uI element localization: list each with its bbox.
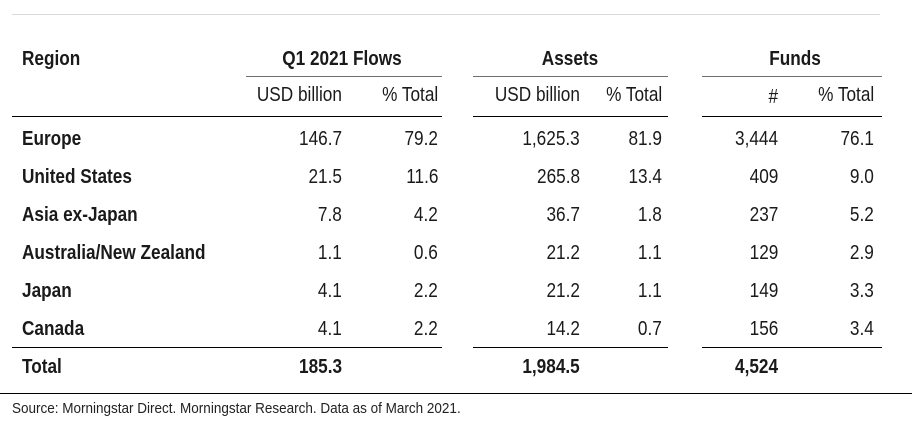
row-flows-pct: 79.2 bbox=[404, 128, 438, 150]
total-top-rule-funds bbox=[702, 347, 882, 348]
row-region: Asia ex-Japan bbox=[22, 204, 138, 226]
header-funds-group: Funds bbox=[769, 48, 821, 70]
row-flows-pct: 2.2 bbox=[414, 280, 438, 302]
total-label: Total bbox=[22, 356, 62, 378]
table-bottom-rule bbox=[0, 393, 912, 394]
row-flows: 4.1 bbox=[318, 280, 342, 302]
row-region: Canada bbox=[22, 318, 85, 340]
assets-group-rule bbox=[473, 76, 668, 77]
row-funds-pct: 5.2 bbox=[850, 204, 874, 226]
row-funds: 3,444 bbox=[734, 128, 778, 150]
header-funds-count: # bbox=[768, 86, 778, 108]
row-assets-pct: 1.1 bbox=[638, 242, 662, 264]
row-assets: 1,625.3 bbox=[522, 128, 580, 150]
row-region: Australia/New Zealand bbox=[22, 242, 206, 264]
row-funds-pct: 9.0 bbox=[850, 166, 874, 188]
row-flows-pct: 2.2 bbox=[414, 318, 438, 340]
total-top-rule-assets bbox=[473, 347, 668, 348]
header-region: Region bbox=[22, 48, 81, 70]
header-bottom-rule-assets bbox=[473, 116, 668, 117]
header-assets-pct: % Total bbox=[605, 84, 662, 106]
total-flows: 185.3 bbox=[298, 356, 342, 378]
row-assets: 265.8 bbox=[536, 166, 580, 188]
header-funds-pct: % Total bbox=[817, 84, 874, 106]
row-flows-pct: 4.2 bbox=[414, 204, 438, 226]
row-assets-pct: 1.8 bbox=[638, 204, 662, 226]
header-flows-usd: USD billion bbox=[256, 84, 342, 106]
row-assets-pct: 1.1 bbox=[638, 280, 662, 302]
row-flows: 7.8 bbox=[318, 204, 342, 226]
row-assets-pct: 13.4 bbox=[628, 166, 662, 188]
row-flows: 21.5 bbox=[308, 166, 342, 188]
row-assets-pct: 81.9 bbox=[628, 128, 662, 150]
row-funds-pct: 3.3 bbox=[850, 280, 874, 302]
funds-group-rule bbox=[702, 76, 882, 77]
row-flows: 1.1 bbox=[318, 242, 342, 264]
table-top-rule bbox=[12, 14, 880, 15]
row-funds: 129 bbox=[749, 242, 778, 264]
row-assets-pct: 0.7 bbox=[638, 318, 662, 340]
row-region: Europe bbox=[22, 128, 82, 150]
row-funds-pct: 76.1 bbox=[840, 128, 874, 150]
header-assets-group: Assets bbox=[541, 48, 599, 70]
header-assets-usd: USD billion bbox=[494, 84, 580, 106]
row-flows: 4.1 bbox=[318, 318, 342, 340]
total-top-rule-left bbox=[12, 347, 442, 348]
row-flows-pct: 11.6 bbox=[405, 166, 438, 188]
row-funds: 156 bbox=[749, 318, 778, 340]
total-funds: 4,524 bbox=[734, 356, 778, 378]
row-assets: 14.2 bbox=[546, 318, 580, 340]
total-assets: 1,984.5 bbox=[522, 356, 580, 378]
header-bottom-rule-funds bbox=[702, 116, 882, 117]
source-note: Source: Morningstar Direct. Morningstar … bbox=[12, 400, 461, 417]
row-flows-pct: 0.6 bbox=[414, 242, 438, 264]
header-bottom-rule-left bbox=[12, 116, 442, 117]
row-region: United States bbox=[22, 166, 132, 188]
row-funds-pct: 2.9 bbox=[850, 242, 874, 264]
row-funds-pct: 3.4 bbox=[850, 318, 874, 340]
row-funds: 149 bbox=[749, 280, 778, 302]
row-funds: 237 bbox=[749, 204, 778, 226]
row-assets: 21.2 bbox=[546, 280, 580, 302]
row-assets: 21.2 bbox=[546, 242, 580, 264]
row-region: Japan bbox=[22, 280, 72, 302]
flows-group-rule bbox=[246, 76, 442, 77]
row-funds: 409 bbox=[749, 166, 778, 188]
row-flows: 146.7 bbox=[298, 128, 342, 150]
header-flows-group: Q1 2021 Flows bbox=[282, 48, 402, 70]
row-assets: 36.7 bbox=[546, 204, 580, 226]
header-flows-pct: % Total bbox=[381, 84, 438, 106]
